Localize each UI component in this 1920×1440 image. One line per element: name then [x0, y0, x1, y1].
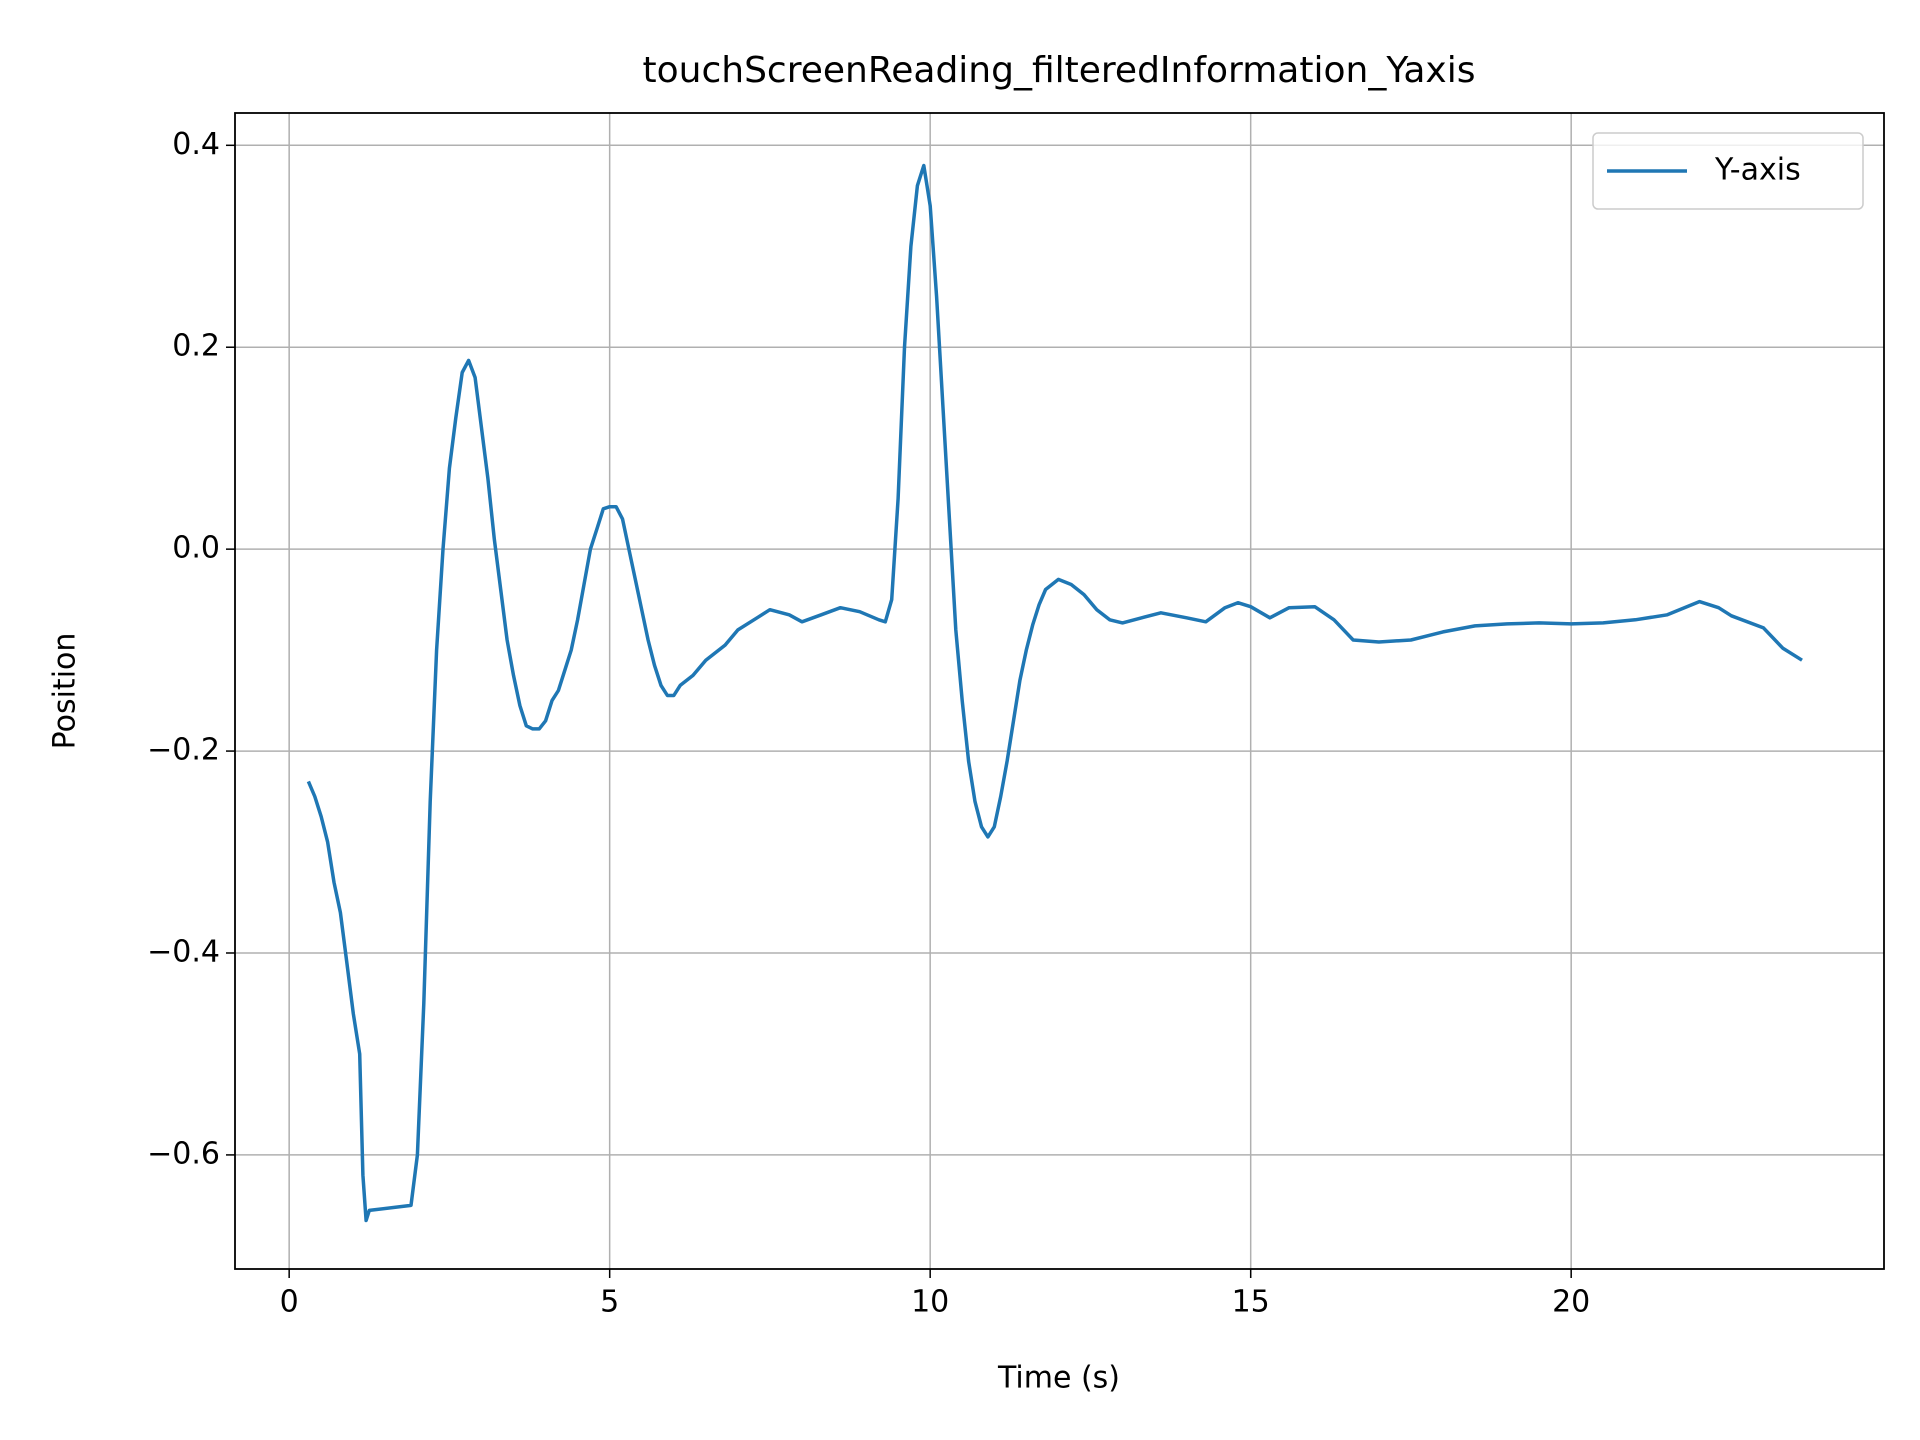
x-tick-label: 0	[280, 1285, 299, 1320]
x-axis-label: Time (s)	[997, 1361, 1120, 1396]
data-line	[306, 163, 1803, 1223]
y-tick-label: −0.2	[147, 733, 220, 768]
chart-title: touchScreenReading_filteredInformation_Y…	[643, 50, 1476, 91]
y-tick-label: 0.0	[172, 531, 220, 566]
y-tick-label: 0.2	[172, 329, 220, 364]
x-tick-label: 5	[600, 1285, 619, 1320]
y-tick-label: −0.4	[147, 934, 220, 969]
y-tick-label: 0.4	[172, 127, 220, 162]
legend-label: Y-axis	[1714, 153, 1801, 188]
plot-frame	[234, 112, 1885, 1270]
y-tick-label: −0.6	[147, 1136, 220, 1171]
y-axis-label: Position	[48, 633, 83, 750]
x-tick-label: 15	[1232, 1285, 1270, 1320]
x-tick-label: 10	[911, 1285, 949, 1320]
x-tick-label: 20	[1552, 1285, 1590, 1320]
legend-box	[1592, 132, 1864, 210]
